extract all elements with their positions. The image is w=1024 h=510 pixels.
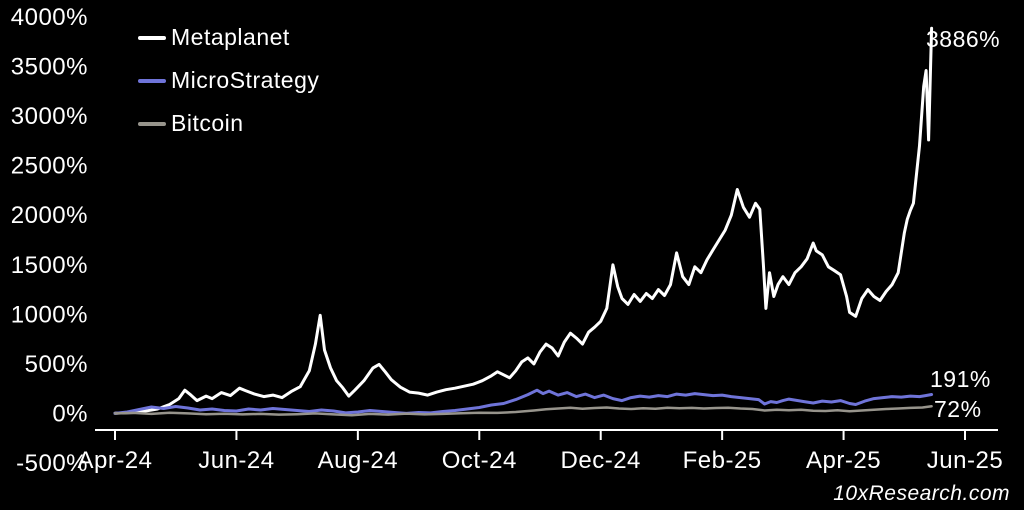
legend: Metaplanet MicroStrategy Bitcoin — [138, 24, 319, 137]
watermark: 10xResearch.com — [833, 482, 1010, 505]
legend-label-metaplanet: Metaplanet — [171, 24, 290, 50]
legend-label-microstrategy: MicroStrategy — [171, 67, 320, 93]
y-tick-label: 0% — [52, 400, 88, 427]
x-tick-label: Jun-24 — [198, 447, 274, 474]
microstrategy-series-line — [113, 388, 934, 415]
x-tick-label: Jun-25 — [927, 447, 1003, 474]
x-tick-label: Feb-25 — [683, 447, 762, 474]
y-tick-label: 500% — [25, 351, 88, 378]
y-tick-label: 2500% — [11, 153, 88, 180]
metaplanet-line-swatch — [138, 35, 166, 40]
y-tick-label: 1000% — [11, 301, 88, 328]
bitcoin-series-line — [113, 405, 933, 417]
y-tick-label: 1500% — [11, 252, 88, 279]
legend-label-bitcoin: Bitcoin — [171, 110, 244, 136]
bitcoin-end-value-label: 72% — [934, 396, 982, 422]
microstrategy-line-swatch — [138, 78, 166, 83]
legend-item-microstrategy: MicroStrategy — [138, 67, 319, 94]
y-tick-label: 4000% — [11, 4, 88, 31]
bitcoin-line-swatch — [138, 121, 166, 126]
x-tick-label: Aug-24 — [318, 447, 398, 474]
x-tick-label: Oct-24 — [442, 447, 517, 474]
y-tick-label: 2000% — [11, 202, 88, 229]
y-tick-label: 3000% — [11, 103, 88, 130]
y-tick-label: -500% — [16, 450, 88, 477]
microstrategy-end-value-label: 191% — [930, 366, 991, 392]
legend-item-metaplanet: Metaplanet — [138, 24, 319, 51]
legend-item-bitcoin: Bitcoin — [138, 110, 319, 137]
x-tick-label: Apr-25 — [806, 447, 881, 474]
x-tick-label: Dec-24 — [561, 447, 641, 474]
x-tick-label: Apr-24 — [77, 447, 152, 474]
metaplanet-end-value-label: 3886% — [926, 26, 1001, 52]
metaplanet-series-line — [113, 26, 934, 415]
y-tick-label: 3500% — [11, 54, 88, 81]
